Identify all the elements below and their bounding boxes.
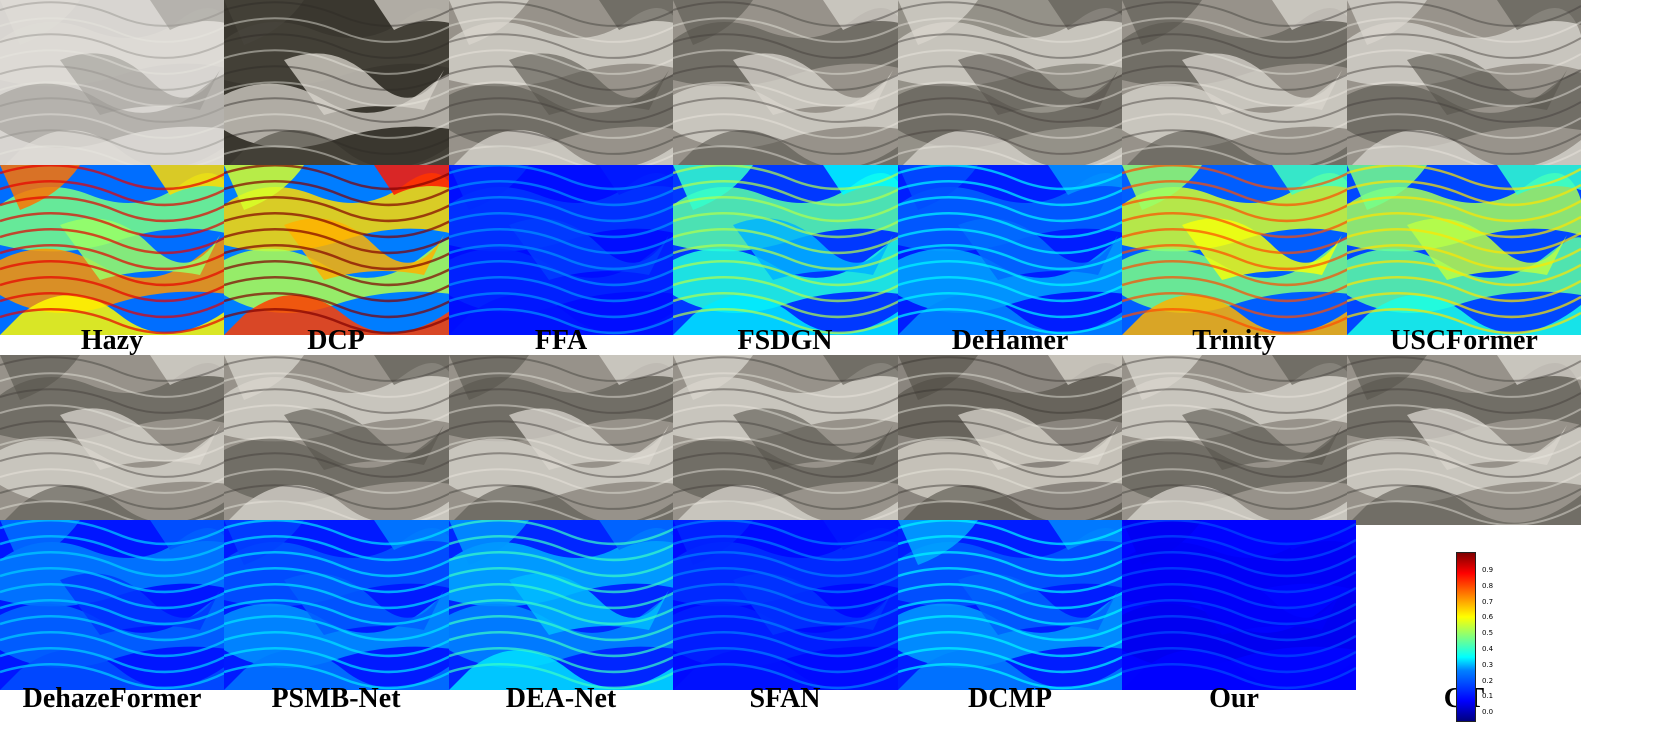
dehazed-image-dcmp — [898, 355, 1132, 525]
dehazed-image-fsdgn — [673, 0, 907, 170]
error-map-dcp — [224, 165, 458, 335]
error-map-dea-net — [449, 520, 683, 690]
error-map-hazy — [0, 165, 234, 335]
dehazed-image-our — [1122, 355, 1356, 525]
colorbar-tick-label: 0.5 — [1482, 629, 1494, 638]
colorbar-tick-label: 0.8 — [1482, 581, 1494, 590]
error-colorbar — [1456, 552, 1476, 722]
colorbar-tick-label: 0.4 — [1482, 645, 1494, 653]
dehazed-image-dea-net — [449, 355, 683, 525]
dehazed-image-psmb-net — [224, 355, 458, 525]
error-map-sfan — [673, 520, 907, 690]
dehazed-image-trinity — [1122, 0, 1356, 170]
colorbar-tick-label: 0.0 — [1482, 708, 1494, 717]
error-map-dehamer — [898, 165, 1132, 335]
method-label: FFA — [534, 325, 588, 356]
dehazed-image-dehazeformer — [0, 355, 234, 525]
error-map-ffa — [449, 165, 683, 335]
dehazed-image-sfan — [673, 355, 907, 525]
error-map-dehazeformer — [0, 520, 234, 690]
error-map-trinity — [1122, 165, 1356, 335]
colorbar-tick-label: 0.2 — [1482, 676, 1494, 685]
colorbar-tick-label: 0.1 — [1482, 692, 1494, 701]
method-label: Hazy — [80, 325, 144, 356]
error-map-psmb-net — [224, 520, 458, 690]
dehazed-image-dcp — [224, 0, 458, 170]
method-label: Our — [1209, 683, 1259, 714]
colorbar-tick-label: 0.6 — [1482, 613, 1494, 622]
dehazed-image-ffa — [449, 0, 683, 170]
dehazed-image-uscformer — [1347, 0, 1581, 170]
method-label: DeHamer — [951, 325, 1069, 356]
method-label: FSDGN — [737, 325, 833, 356]
error-map-fsdgn — [673, 165, 907, 335]
method-label: PSMB-Net — [271, 683, 401, 714]
error-map-our — [1122, 520, 1356, 690]
method-label: DEA-Net — [505, 683, 617, 714]
error-map-dcmp — [898, 520, 1132, 690]
method-label: Trinity — [1192, 325, 1276, 356]
dehazed-image-dehamer — [898, 0, 1132, 170]
colorbar-tick-label: 0.9 — [1482, 566, 1494, 574]
method-label: DehazeFormer — [22, 683, 202, 714]
colorbar-tick-label: 0.3 — [1482, 660, 1494, 669]
dehazed-image-gt — [1347, 355, 1581, 525]
method-label: USCFormer — [1390, 325, 1538, 356]
dehazed-image-hazy — [0, 0, 234, 170]
method-label: DCMP — [968, 683, 1052, 714]
error-map-uscformer — [1347, 165, 1581, 335]
method-label: SFAN — [749, 683, 821, 714]
colorbar-tick-label: 0.7 — [1482, 597, 1494, 606]
method-label: DCP — [307, 325, 365, 356]
